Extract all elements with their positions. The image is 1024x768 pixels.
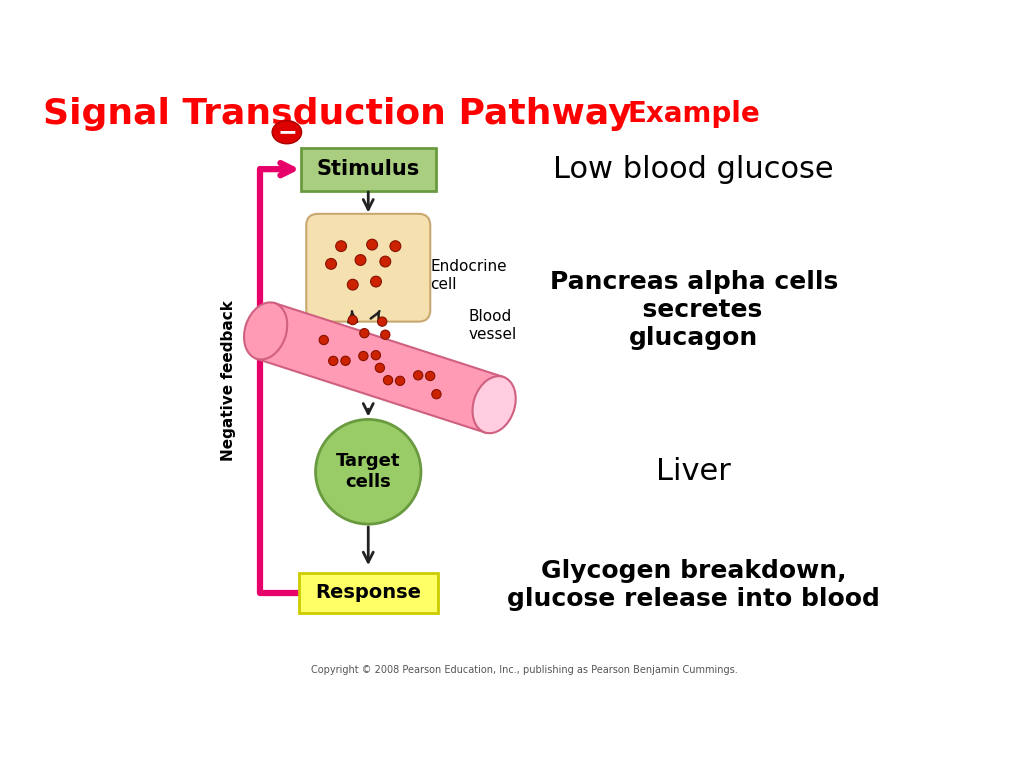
Text: Endocrine
cell: Endocrine cell [430,260,507,292]
Circle shape [414,371,423,380]
Circle shape [380,257,391,267]
Circle shape [358,352,368,361]
FancyBboxPatch shape [299,573,437,613]
Text: Signal Transduction Pathway: Signal Transduction Pathway [43,97,632,131]
Circle shape [347,280,358,290]
Circle shape [348,316,357,325]
Circle shape [336,241,346,252]
Circle shape [395,376,404,386]
Ellipse shape [272,121,302,144]
Ellipse shape [472,376,516,433]
Text: Target
cells: Target cells [336,452,400,492]
Circle shape [359,329,369,338]
Text: Copyright © 2008 Pearson Education, Inc., publishing as Pearson Benjamin Cumming: Copyright © 2008 Pearson Education, Inc.… [311,664,738,674]
Circle shape [383,376,393,385]
Text: Liver: Liver [656,457,731,486]
Text: Pancreas alpha cells
  secretes
glucagon: Pancreas alpha cells secretes glucagon [550,270,838,350]
Circle shape [371,276,381,287]
Polygon shape [257,303,503,432]
Circle shape [381,330,390,339]
Circle shape [355,255,366,266]
Text: Response: Response [315,583,421,602]
Circle shape [372,350,381,360]
Circle shape [315,419,421,524]
Circle shape [378,317,387,326]
Text: −: − [278,121,297,144]
Text: Stimulus: Stimulus [316,159,420,179]
Circle shape [326,259,337,270]
Circle shape [375,363,385,372]
Text: Negative feedback: Negative feedback [221,300,237,462]
Circle shape [426,372,435,381]
Circle shape [329,356,338,366]
Text: Glycogen breakdown,
glucose release into blood: Glycogen breakdown, glucose release into… [507,559,881,611]
Circle shape [341,356,350,366]
FancyBboxPatch shape [301,147,435,190]
Circle shape [367,239,378,250]
Text: Example: Example [628,100,760,127]
Text: Low blood glucose: Low blood glucose [553,154,835,184]
Circle shape [432,389,441,399]
Ellipse shape [244,303,288,359]
Text: Blood
vessel: Blood vessel [469,310,517,342]
FancyBboxPatch shape [306,214,430,322]
Circle shape [390,241,400,252]
Circle shape [319,336,329,345]
